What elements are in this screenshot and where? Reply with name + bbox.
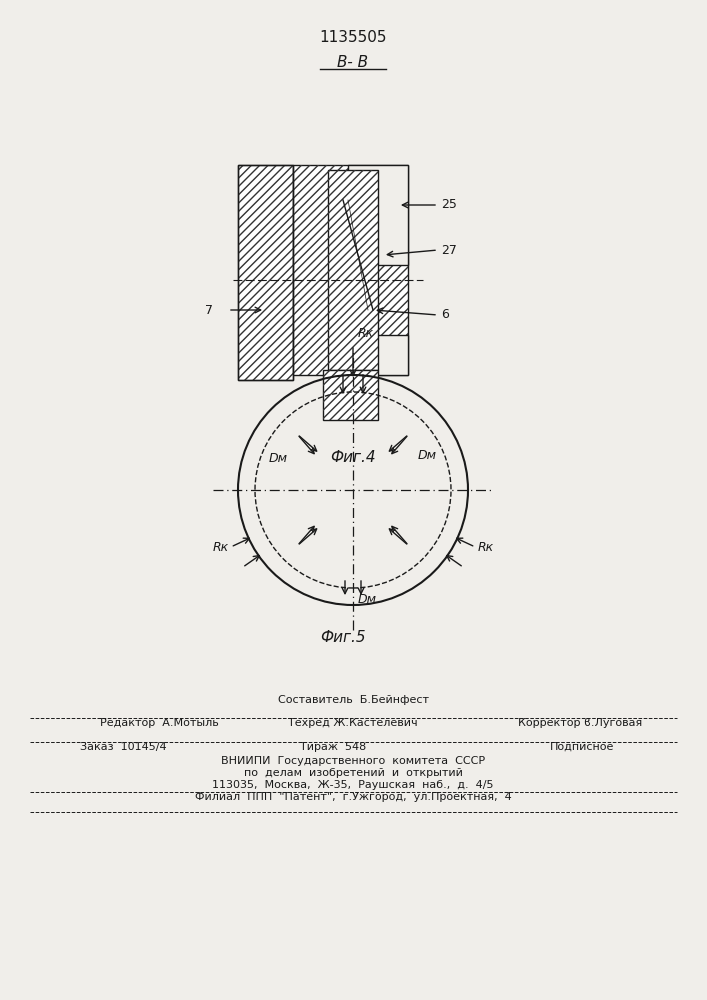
Text: 27: 27 (441, 243, 457, 256)
Text: ВНИИПИ  Государственного  комитета  СССР: ВНИИПИ Государственного комитета СССР (221, 756, 485, 766)
Text: Составитель  Б.Бейнфест: Составитель Б.Бейнфест (278, 695, 428, 705)
Text: 1135505: 1135505 (320, 30, 387, 45)
Bar (238, 165, 293, 380)
Bar (323, 370, 378, 420)
Text: Rк: Rк (478, 541, 493, 554)
Text: Техред Ж.Кастелевич: Техред Ж.Кастелевич (288, 718, 418, 728)
Bar (238, 165, 293, 380)
Text: Dм: Dм (269, 452, 288, 465)
Bar (293, 165, 408, 375)
Text: Фиг.4: Фиг.4 (330, 450, 376, 465)
Bar (328, 170, 378, 370)
Text: Подписное: Подписное (550, 742, 614, 752)
Text: 113035,  Москва,  Ж-35,  Раушская  наб.,  д.  4/5: 113035, Москва, Ж-35, Раушская наб., д. … (212, 780, 493, 790)
Text: Заказ  10145/4: Заказ 10145/4 (80, 742, 167, 752)
Text: Dм: Dм (358, 593, 377, 606)
Bar (293, 165, 408, 375)
Text: Редактор  А.Мотыль: Редактор А.Мотыль (100, 718, 218, 728)
Bar (328, 170, 378, 370)
Text: 6: 6 (441, 308, 449, 322)
Text: 25: 25 (441, 198, 457, 212)
Text: Rк: Rк (212, 541, 228, 554)
Text: 7: 7 (205, 304, 213, 316)
Bar (238, 165, 293, 380)
Text: Rк: Rк (358, 327, 374, 340)
Bar (348, 165, 408, 265)
Text: Фиг.5: Фиг.5 (320, 630, 366, 645)
Text: Тираж  548: Тираж 548 (300, 742, 366, 752)
Bar (323, 370, 378, 420)
Text: Корректор ϐ.Луговая: Корректор ϐ.Луговая (518, 718, 642, 728)
Text: Dм: Dм (418, 449, 437, 462)
Text: по  делам  изобретений  и  открытий: по делам изобретений и открытий (244, 768, 462, 778)
Bar (348, 335, 408, 375)
Text: B- B: B- B (337, 55, 368, 70)
Text: Филиал  ППП  "Патент",  г.Ужгород,  ул.Проектная,  4: Филиал ППП "Патент", г.Ужгород, ул.Проек… (194, 792, 511, 802)
